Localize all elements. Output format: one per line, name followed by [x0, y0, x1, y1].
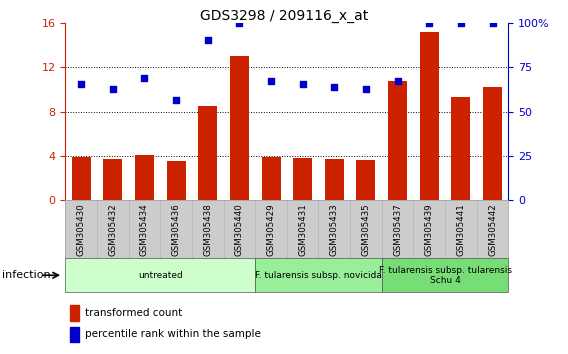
Text: GSM305437: GSM305437 [393, 203, 402, 256]
Text: percentile rank within the sample: percentile rank within the sample [85, 330, 261, 339]
Text: GSM305431: GSM305431 [298, 203, 307, 256]
Text: GSM305434: GSM305434 [140, 203, 149, 256]
Bar [70, 327, 80, 342]
Point [235, 20, 244, 26]
Point [298, 81, 307, 87]
Bar [357, 160, 375, 200]
Bar [70, 306, 80, 321]
Point [77, 81, 86, 87]
Bar [230, 56, 249, 200]
Bar [261, 157, 281, 200]
Bar [65, 258, 255, 292]
Bar [72, 157, 91, 200]
Point [266, 78, 275, 83]
Text: GSM305436: GSM305436 [172, 203, 181, 256]
Bar [388, 80, 407, 200]
Bar [293, 158, 312, 200]
Text: GSM305430: GSM305430 [77, 203, 86, 256]
Bar [103, 159, 122, 200]
Bar [483, 87, 502, 200]
Point [108, 86, 118, 92]
Bar [325, 159, 344, 200]
Text: GSM305441: GSM305441 [457, 203, 465, 256]
Bar [382, 258, 508, 292]
Text: F. tularensis subsp. novicida: F. tularensis subsp. novicida [255, 271, 382, 280]
Bar [420, 32, 438, 200]
Point [393, 78, 402, 83]
Text: GDS3298 / 209116_x_at: GDS3298 / 209116_x_at [200, 9, 368, 23]
Point [172, 98, 181, 103]
Point [456, 20, 465, 26]
Text: infection: infection [2, 270, 51, 280]
Point [361, 86, 370, 92]
Text: GSM305438: GSM305438 [203, 203, 212, 256]
Text: GSM305442: GSM305442 [488, 203, 497, 256]
Bar [452, 97, 470, 200]
Text: GSM305429: GSM305429 [266, 203, 275, 256]
Text: untreated: untreated [138, 271, 183, 280]
Bar [135, 155, 154, 200]
Text: F. tularensis subsp. tularensis
Schu 4: F. tularensis subsp. tularensis Schu 4 [378, 266, 512, 285]
Text: GSM305433: GSM305433 [330, 203, 339, 256]
Text: GSM305439: GSM305439 [425, 203, 434, 256]
Point [488, 20, 497, 26]
Text: GSM305440: GSM305440 [235, 203, 244, 256]
Bar [255, 258, 382, 292]
Point [140, 75, 149, 81]
Text: GSM305432: GSM305432 [108, 203, 117, 256]
Bar [166, 161, 186, 200]
Point [425, 20, 434, 26]
Bar [198, 106, 217, 200]
Point [330, 84, 339, 90]
Point [203, 37, 212, 42]
Text: transformed count: transformed count [85, 308, 182, 318]
Text: GSM305435: GSM305435 [361, 203, 370, 256]
